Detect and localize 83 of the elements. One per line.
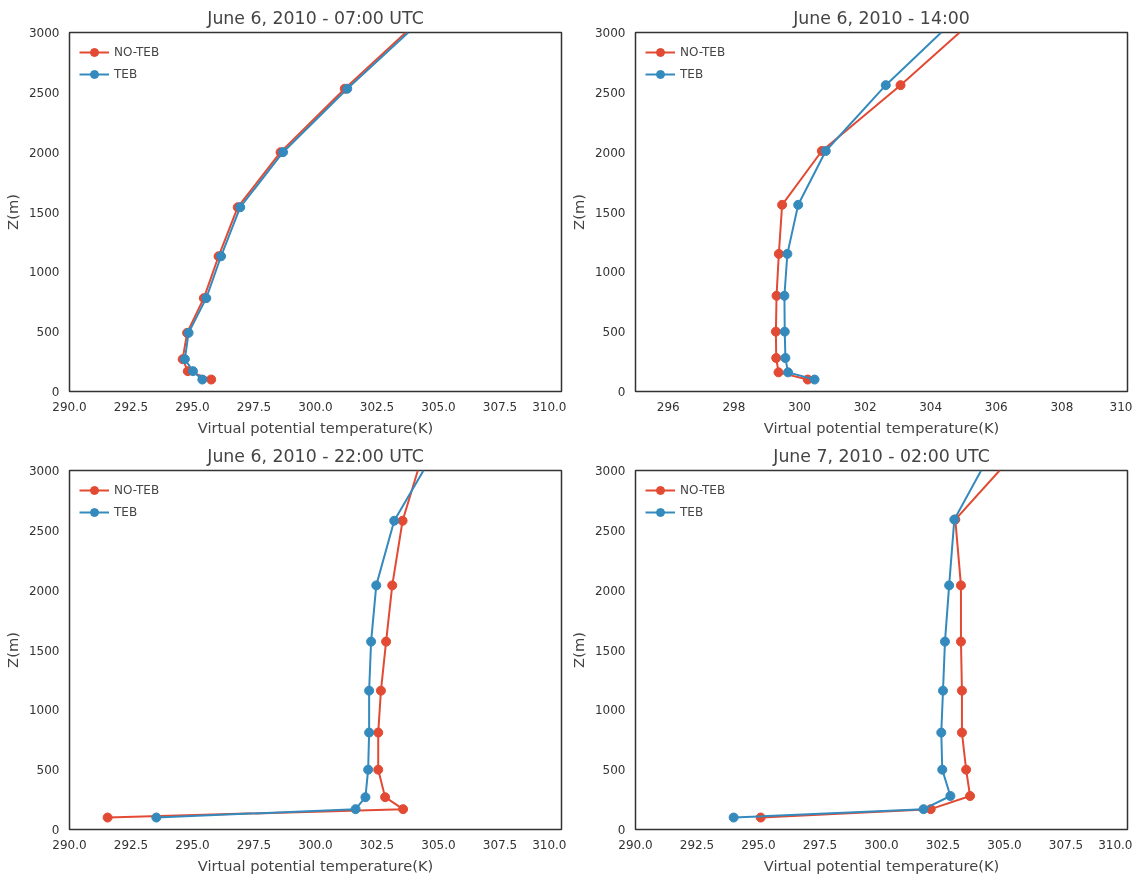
x-tick-label: 297.5 xyxy=(236,399,272,414)
x-tick-label: 305.0 xyxy=(421,399,456,414)
x-axis-title: Virtual potential temperature(K) xyxy=(763,856,1000,874)
legend-label: TEB xyxy=(114,67,138,81)
x-tick-label: 302.5 xyxy=(925,837,961,852)
x-axis-title: Virtual potential temperature(K) xyxy=(197,418,434,436)
x-tick-label: 307.5 xyxy=(482,399,518,414)
x-tick-label: 308 xyxy=(1050,399,1074,414)
y-axis-title: Z(m) xyxy=(569,632,587,668)
y-tick-label: 2000 xyxy=(594,145,626,160)
legend-label: TEB xyxy=(680,67,704,81)
x-tick-label: 310.0 xyxy=(532,399,567,414)
y-tick-label: 2500 xyxy=(28,523,60,538)
y-tick-label: 1000 xyxy=(28,703,60,718)
y-tick-label: 0 xyxy=(617,385,626,399)
legend-label: NO-TEB xyxy=(114,483,160,497)
y-tick-label: 1000 xyxy=(28,265,60,280)
y-tick-label: 2000 xyxy=(28,583,60,598)
x-tick-label: 295.0 xyxy=(175,399,210,414)
y-tick-label: 2000 xyxy=(28,145,60,160)
y-tick-label: 3000 xyxy=(28,464,60,478)
y-axis-title: Z(m) xyxy=(3,632,21,668)
x-tick-label: 310 xyxy=(1109,399,1133,414)
x-axis-title: Virtual potential temperature(K) xyxy=(197,856,434,874)
x-tick-label: 300.0 xyxy=(298,399,333,414)
x-tick-label: 295.0 xyxy=(741,837,776,852)
y-tick-label: 1000 xyxy=(594,265,626,280)
x-tick-label: 305.0 xyxy=(421,837,456,852)
y-tick-label: 500 xyxy=(36,763,60,778)
y-tick-label: 3000 xyxy=(28,26,60,40)
y-axis-title: Z(m) xyxy=(569,194,587,230)
x-tick-label: 307.5 xyxy=(482,837,518,852)
y-tick-label: 500 xyxy=(36,325,60,340)
x-tick-label: 297.5 xyxy=(802,837,838,852)
x-axis-title: Virtual potential temperature(K) xyxy=(763,418,1000,436)
y-axis-title: Z(m) xyxy=(3,194,21,230)
x-tick-label: 306 xyxy=(984,399,1008,414)
x-tick-label: 300 xyxy=(788,399,811,414)
x-tick-label: 290.0 xyxy=(52,837,87,852)
x-tick-label: 292.5 xyxy=(113,837,149,852)
y-tick-label: 2500 xyxy=(594,85,626,100)
y-tick-label: 2500 xyxy=(594,523,626,538)
y-tick-label: 1500 xyxy=(28,205,60,220)
y-tick-label: 2500 xyxy=(28,85,60,100)
chart-title: June 7, 2010 - 02:00 UTC xyxy=(772,445,990,466)
y-tick-label: 500 xyxy=(602,763,626,778)
x-tick-label: 296 xyxy=(656,399,680,414)
chart-title: June 6, 2010 - 07:00 UTC xyxy=(206,7,424,28)
x-tick-label: 305.0 xyxy=(987,837,1022,852)
x-tick-label: 298 xyxy=(722,399,746,414)
chart-title: June 6, 2010 - 22:00 UTC xyxy=(206,445,424,466)
x-tick-label: 302.5 xyxy=(359,837,395,852)
x-tick-label: 307.5 xyxy=(1048,837,1084,852)
y-tick-label: 1000 xyxy=(594,703,626,718)
legend-label: NO-TEB xyxy=(114,45,160,59)
legend-label: TEB xyxy=(114,505,138,519)
x-tick-label: 302 xyxy=(853,399,877,414)
x-tick-label: 292.5 xyxy=(113,399,149,414)
y-tick-label: 1500 xyxy=(28,643,60,658)
chart-title: June 6, 2010 - 14:00 xyxy=(792,7,970,28)
x-tick-label: 310.0 xyxy=(532,837,567,852)
x-tick-label: 295.0 xyxy=(175,837,210,852)
legend-label: NO-TEB xyxy=(680,45,726,59)
legend-label: NO-TEB xyxy=(680,483,726,497)
x-tick-label: 300.0 xyxy=(298,837,333,852)
x-tick-label: 310.0 xyxy=(1098,837,1133,852)
x-tick-label: 290.0 xyxy=(52,399,87,414)
x-tick-label: 300.0 xyxy=(864,837,899,852)
x-tick-label: 302.5 xyxy=(359,399,395,414)
y-tick-label: 0 xyxy=(51,823,60,837)
y-tick-label: 3000 xyxy=(594,464,626,478)
y-tick-label: 1500 xyxy=(594,205,626,220)
y-tick-label: 1500 xyxy=(594,643,626,658)
y-tick-label: 500 xyxy=(602,325,626,340)
y-tick-label: 0 xyxy=(51,385,60,399)
y-tick-label: 0 xyxy=(617,823,626,837)
y-tick-label: 3000 xyxy=(594,26,626,40)
y-tick-label: 2000 xyxy=(594,583,626,598)
x-tick-label: 304 xyxy=(919,399,943,414)
legend-label: TEB xyxy=(680,505,704,519)
x-tick-label: 297.5 xyxy=(236,837,272,852)
x-tick-label: 290.0 xyxy=(618,837,653,852)
x-tick-label: 292.5 xyxy=(679,837,715,852)
